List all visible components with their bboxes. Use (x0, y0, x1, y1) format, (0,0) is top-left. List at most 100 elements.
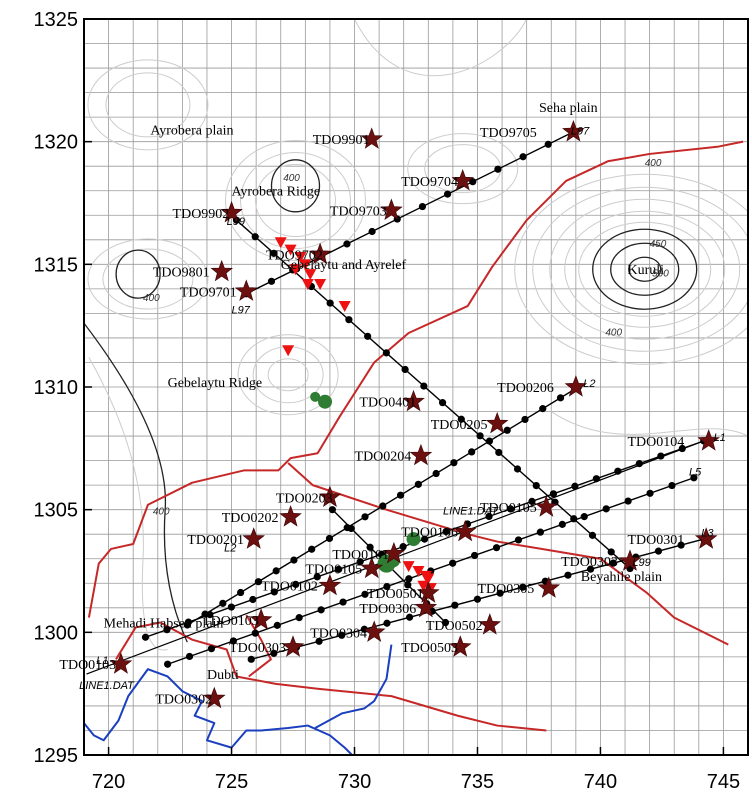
profile-point (219, 599, 227, 607)
profile-point (492, 544, 501, 552)
profile-point (295, 614, 303, 622)
station-star (210, 259, 234, 282)
red-triangle (402, 561, 415, 573)
contour-line (628, 256, 662, 282)
station-label: TDO0303 (229, 641, 286, 656)
station-star (453, 519, 477, 542)
station-label: TDO9801 (153, 266, 210, 281)
line-label: L99 (227, 216, 245, 228)
station-star (697, 429, 720, 451)
contour-line (88, 357, 168, 651)
profile-point (564, 571, 572, 579)
profile-line (236, 219, 631, 570)
contour-line (239, 152, 351, 250)
profile-point (457, 415, 465, 423)
contour-line (237, 334, 339, 416)
profile-point (404, 581, 412, 589)
profile-point (328, 506, 336, 514)
profile-point (558, 520, 566, 528)
station-star (564, 375, 588, 397)
station-star (416, 581, 440, 603)
profile-point (405, 575, 413, 583)
profile-line (246, 131, 574, 295)
x-tick-label: 730 (338, 771, 371, 793)
station-label: TDO0102 (261, 580, 318, 595)
profile-point (646, 489, 654, 497)
profile-point (471, 551, 479, 560)
red-triangle (304, 269, 317, 281)
station-label: TDO0305 (477, 582, 534, 597)
line-label: L97 (571, 125, 590, 137)
profile-point (227, 603, 235, 611)
profile-point (449, 559, 457, 567)
profile-point (450, 459, 458, 467)
contour-line (267, 358, 309, 392)
profile-point (549, 490, 558, 498)
station-star (234, 279, 258, 301)
profile-point (544, 140, 552, 148)
station-label: TDO9705 (480, 126, 537, 141)
profile-point (273, 621, 281, 629)
fault-line (115, 621, 547, 732)
profile-point (383, 619, 391, 627)
profile-point (347, 524, 355, 533)
contour-line (354, 19, 528, 77)
profile-point (421, 535, 429, 543)
station-label: TDO0306 (359, 602, 416, 617)
station-star (203, 686, 226, 709)
contour-label: 400 (283, 173, 300, 184)
map-labels: TDO9901 TDO9705 TDO9704 TDO9703 TDO9902 TDO97… (59, 101, 725, 707)
profile-point (335, 565, 343, 573)
contour-line (532, 186, 748, 352)
station-label: TDO0205 (431, 418, 488, 433)
station-label: TDO9702 (266, 249, 323, 264)
profile-point (270, 588, 278, 596)
station-star (402, 389, 425, 412)
line-label: L3 (701, 528, 714, 540)
red-triangle (282, 345, 295, 357)
y-tick-label: 1300 (34, 622, 79, 644)
station-label: TDO0105 (480, 501, 537, 516)
station-star (360, 127, 384, 149)
x-tick-label: 735 (461, 771, 494, 793)
red-triangle (314, 278, 327, 290)
station-star (360, 556, 384, 579)
station-label: TDO0303 (561, 555, 618, 570)
profile-point (361, 513, 369, 521)
profile-point (361, 590, 369, 598)
station-star (318, 485, 342, 508)
profile-point (163, 626, 171, 634)
contour-line (254, 164, 336, 238)
river-line (314, 644, 393, 729)
station-star (414, 595, 438, 618)
profile-point (418, 202, 427, 211)
profile-point (401, 365, 409, 374)
contour-line (87, 238, 209, 320)
profile-point (290, 556, 298, 564)
station-star (362, 620, 386, 642)
green-dot (406, 532, 421, 547)
profile-point (571, 482, 579, 490)
profile-point (339, 598, 347, 606)
station-label: TDO0502 (426, 619, 483, 634)
profile-point (607, 548, 615, 556)
station-star (485, 411, 509, 434)
contour-line (102, 248, 194, 310)
profile-point (624, 497, 632, 505)
contour-line (610, 242, 680, 296)
x-tick-label: 745 (707, 771, 740, 793)
station-label: TDO0206 (497, 381, 554, 396)
y-tick-label: 1325 (34, 9, 79, 31)
contour-label: 450 (650, 239, 667, 250)
red-triangle (274, 237, 287, 249)
profile-point (272, 567, 280, 575)
profile-point (383, 582, 391, 591)
station-label: TDO9902 (173, 207, 230, 222)
fault-line (87, 140, 744, 618)
y-tick-label: 1310 (34, 377, 79, 399)
line-label: L99 (632, 557, 650, 569)
station-label: TDO9701 (180, 285, 237, 300)
station-star (279, 505, 302, 527)
red-triangle (412, 566, 425, 577)
green-dot (310, 391, 321, 402)
